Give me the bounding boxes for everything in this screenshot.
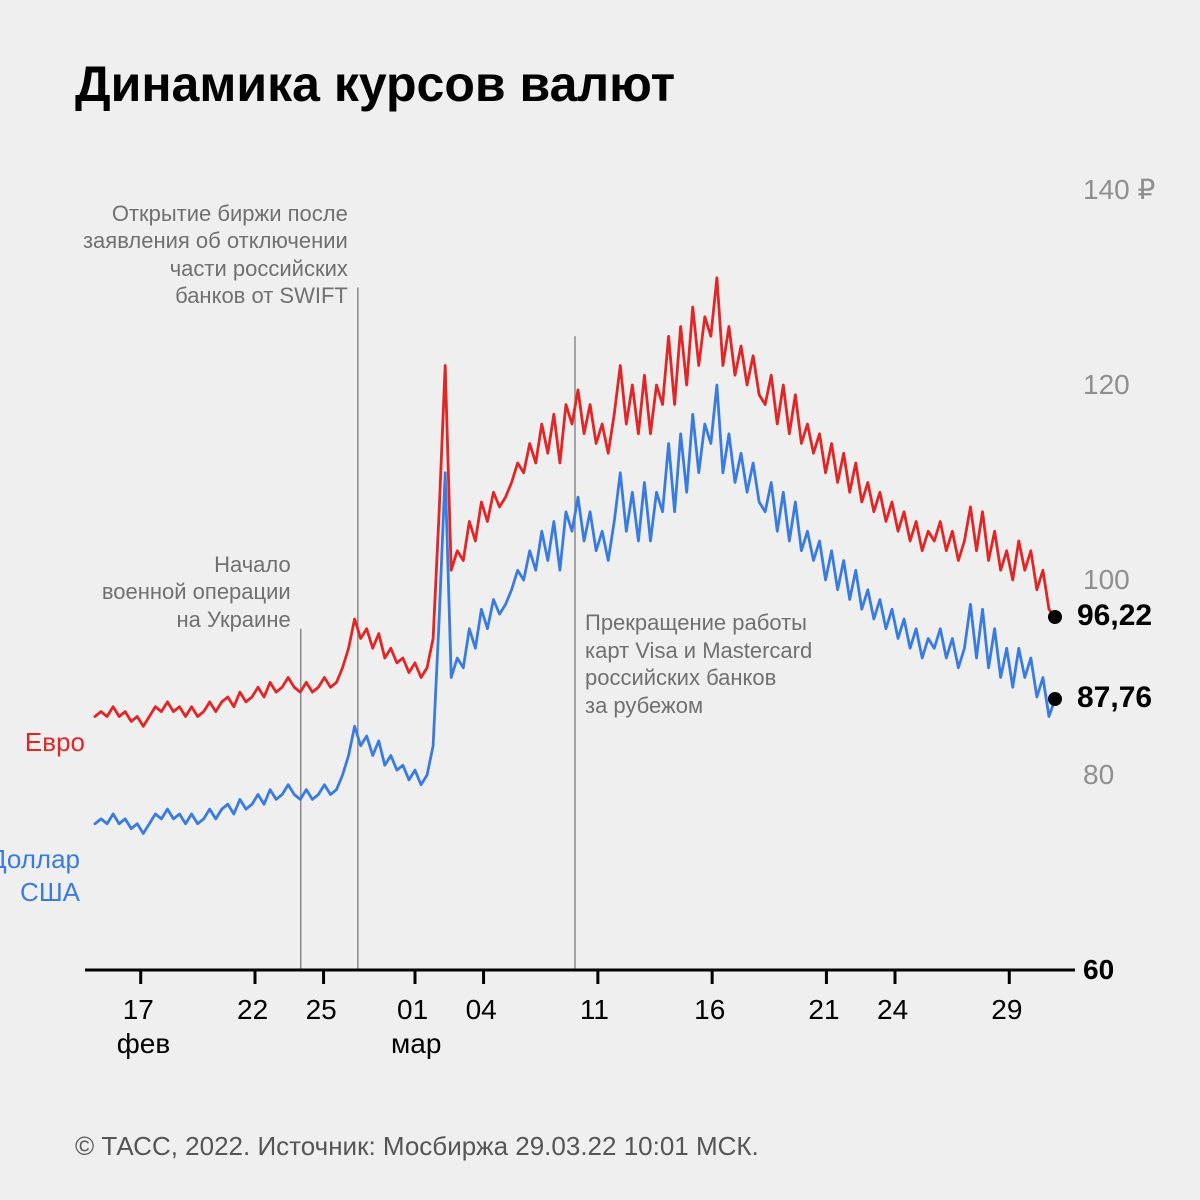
annotation-text: Открытие биржи после заявления об отключ…: [83, 200, 348, 310]
chart-plot-area: 17222501041116212429февмар6080100120140 …: [95, 190, 1055, 970]
y-tick-label: 120: [1083, 367, 1130, 402]
annotation-text: Прекращение работы карт Visa и Mastercar…: [585, 609, 812, 719]
annotation-text: Начало военной операции на Украине: [102, 551, 291, 634]
x-month-label: мар: [391, 1026, 441, 1061]
y-tick-label: 60: [1083, 952, 1114, 987]
y-tick-label: 80: [1083, 757, 1114, 792]
x-tick-label: 01: [397, 992, 428, 1027]
series-end-value: 87,76: [1077, 679, 1152, 717]
x-tick-label: 25: [306, 992, 337, 1027]
x-tick-label: 22: [237, 992, 268, 1027]
x-tick-label: 04: [466, 992, 497, 1027]
x-tick-label: 11: [580, 992, 609, 1027]
series-end-dot: [1048, 692, 1062, 706]
series-label: Доллар США: [0, 843, 80, 908]
series-end-dot: [1048, 610, 1062, 624]
series-label: Евро: [25, 726, 85, 759]
x-tick-label: 17: [123, 992, 154, 1027]
x-tick-label: 16: [694, 992, 725, 1027]
x-month-label: фев: [117, 1026, 170, 1061]
x-tick-label: 21: [808, 992, 839, 1027]
chart-title: Динамика курсов валют: [75, 55, 675, 113]
y-tick-label: 100: [1083, 562, 1130, 597]
x-tick-label: 24: [877, 992, 908, 1027]
x-tick-label: 29: [991, 992, 1022, 1027]
y-tick-label: 140 ₽: [1083, 172, 1155, 207]
series-end-value: 96,22: [1077, 597, 1152, 635]
source-footer: © ТАСС, 2022. Источник: Мосбиржа 29.03.2…: [75, 1130, 759, 1163]
